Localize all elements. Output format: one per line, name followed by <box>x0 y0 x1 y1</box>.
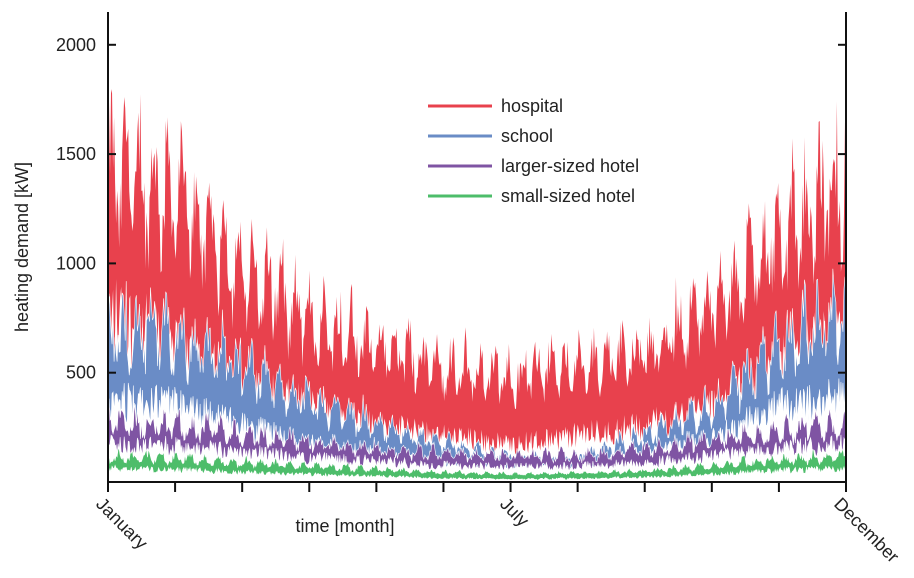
legend: hospital school larger-sized hotel small-si… <box>428 96 639 206</box>
axes <box>107 12 847 483</box>
x-tick-label: July <box>496 494 533 531</box>
x-axis-label: time [month] <box>295 516 394 536</box>
legend-label: larger-sized hotel <box>501 156 639 176</box>
x-tick-label: January <box>92 494 151 553</box>
legend-label: small-sized hotel <box>501 186 635 206</box>
y-ticks: 500 1000 1500 2000 <box>56 35 846 383</box>
y-tick-label: 500 <box>66 363 96 383</box>
legend-label: hospital <box>501 96 563 116</box>
x-ticks: January July December <box>92 482 903 567</box>
y-tick-label: 1000 <box>56 253 96 273</box>
y-tick-label: 1500 <box>56 144 96 164</box>
legend-label: school <box>501 126 553 146</box>
x-tick-label: December <box>830 494 903 567</box>
band-hospital <box>108 89 846 455</box>
y-axis-label: heating demand [kW] <box>12 162 32 332</box>
y-tick-label: 2000 <box>56 35 96 55</box>
